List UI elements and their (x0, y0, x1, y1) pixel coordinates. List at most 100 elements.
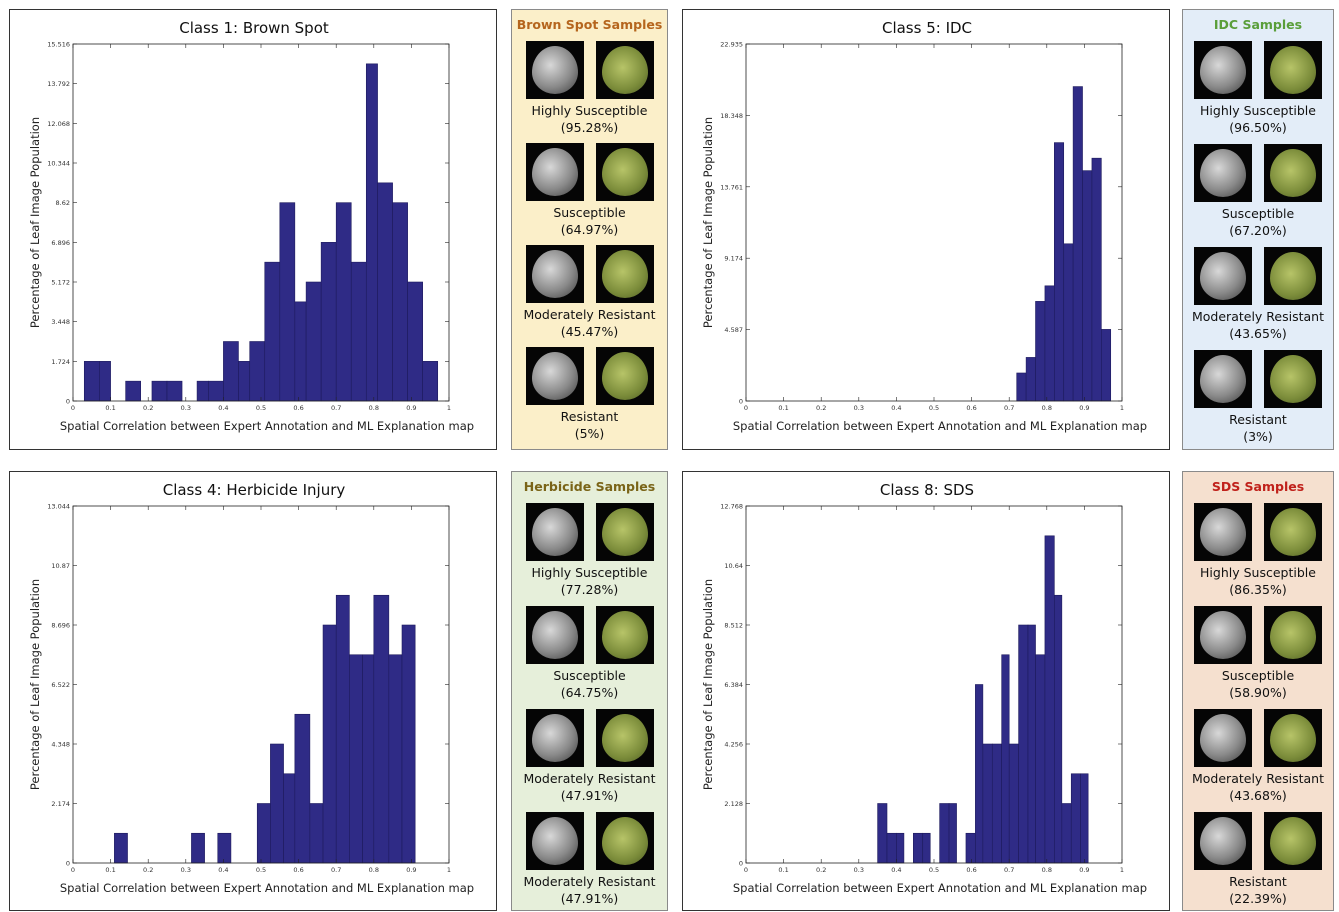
histogram-bar (1054, 595, 1062, 863)
leaf-image (596, 347, 654, 405)
histogram-bar (374, 595, 389, 863)
y-tick-label: 8.512 (724, 622, 743, 630)
histogram-bar (408, 282, 423, 401)
x-tick-label: 0 (744, 404, 748, 412)
sample-item: Moderately Resistant (45.47%) (512, 245, 667, 340)
histogram-bar (218, 833, 231, 863)
leaf-image (1264, 606, 1322, 664)
leaf-image (1264, 812, 1322, 870)
histogram-bar (284, 774, 295, 863)
y-tick-label: 5.172 (51, 279, 70, 287)
sample-thumbnails (1183, 503, 1333, 561)
sample-label: Resistant (22.39%) (1183, 873, 1333, 907)
x-tick-label: 0.3 (181, 866, 191, 874)
y-tick-label: 4.256 (724, 741, 743, 749)
x-tick-label: 0 (71, 866, 75, 874)
explanation-map-image (526, 606, 584, 664)
sample-percentage: (22.39%) (1183, 890, 1333, 907)
y-tick-label: 0 (66, 398, 70, 406)
sample-thumbnails (512, 709, 667, 767)
leaf-image (1264, 247, 1322, 305)
histogram-bar (336, 595, 349, 863)
x-tick-label: 0.6 (293, 404, 303, 412)
histogram-bar (99, 361, 110, 401)
sample-class: Resistant (1183, 411, 1333, 428)
sample-item: Resistant (5%) (512, 347, 667, 442)
y-tick-label: 3.448 (51, 318, 70, 326)
y-tick-label: 9.174 (724, 255, 743, 263)
explanation-map-image (1194, 812, 1252, 870)
sample-thumbnails (1183, 144, 1333, 202)
chart-title: Class 1: Brown Spot (179, 19, 329, 37)
y-tick-label: 13.792 (47, 80, 70, 88)
histogram-bar (265, 262, 280, 401)
sample-item: Susceptible (64.97%) (512, 143, 667, 238)
leaf-image (596, 143, 654, 201)
histogram-bar (1083, 171, 1092, 401)
sample-label: Moderately Resistant (45.47%) (512, 306, 667, 340)
leaf-image (596, 812, 654, 870)
x-tick-label: 0.8 (1042, 866, 1052, 874)
leaf-image (596, 503, 654, 561)
leaf-shape (602, 714, 648, 762)
leaf-shape (602, 46, 648, 94)
histogram-bar (351, 262, 366, 401)
x-tick-label: 0.1 (105, 404, 115, 412)
x-tick-label: 0.1 (778, 404, 788, 412)
x-tick-label: 0.5 (929, 866, 939, 874)
x-axis-label: Spatial Correlation between Expert Annot… (60, 419, 474, 433)
x-tick-label: 0.7 (1004, 404, 1014, 412)
histogram-bar (1073, 87, 1082, 401)
histogram-bar (1045, 536, 1054, 863)
chart-idc: Class 5: IDC 0 0.1 0.2 0.3 0.4 0.5 0.6 0.7 0.8 0.9… (682, 9, 1170, 450)
sample-percentage: (86.35%) (1183, 581, 1333, 598)
leaf-shape (1270, 508, 1316, 556)
histogram-bar (114, 833, 127, 863)
leaf-shape (532, 352, 578, 400)
sample-thumbnails (512, 503, 667, 561)
sample-thumbnails (512, 245, 667, 303)
explanation-map-image (1194, 709, 1252, 767)
sample-percentage: (95.28%) (512, 119, 667, 136)
sample-label: Susceptible (67.20%) (1183, 205, 1333, 239)
leaf-image (596, 709, 654, 767)
x-tick-label: 0.4 (891, 866, 901, 874)
y-tick-label: 4.587 (724, 326, 743, 334)
explanation-map-image (526, 709, 584, 767)
sample-percentage: (47.91%) (512, 890, 667, 907)
chart-herbicide-injury: Class 4: Herbicide Injury 0 0.1 0.2 0.3 0.4 0.… (9, 471, 497, 911)
sample-class: Moderately Resistant (512, 873, 667, 890)
sample-label: Susceptible (64.97%) (512, 204, 667, 238)
histogram-bar (896, 833, 904, 863)
y-tick-label: 12.768 (720, 503, 743, 511)
histogram-bar (363, 655, 374, 863)
sample-class: Susceptible (512, 204, 667, 221)
leaf-shape (602, 817, 648, 865)
leaf-shape (1200, 149, 1246, 197)
histogram-bar (887, 833, 896, 863)
leaf-shape (532, 508, 578, 556)
sample-percentage: (43.65%) (1183, 325, 1333, 342)
sample-label: Highly Susceptible (95.28%) (512, 102, 667, 136)
histogram-bar (323, 625, 336, 863)
leaf-shape (1270, 355, 1316, 403)
y-tick-label: 12.068 (47, 120, 70, 128)
x-tick-label: 0.3 (854, 866, 864, 874)
y-tick-label: 15.516 (47, 41, 70, 49)
x-tick-label: 0.8 (1042, 404, 1052, 412)
y-tick-label: 22.935 (720, 41, 743, 49)
leaf-shape (602, 611, 648, 659)
sample-item: Highly Susceptible (86.35%) (1183, 503, 1333, 598)
histogram-bar (949, 804, 957, 864)
leaf-shape (532, 148, 578, 196)
histogram-bar (1054, 143, 1063, 401)
explanation-map-image (1194, 247, 1252, 305)
x-tick-label: 0.3 (181, 404, 191, 412)
histogram-bar (349, 655, 362, 863)
sample-class: Moderately Resistant (1183, 770, 1333, 787)
explanation-map-image (526, 245, 584, 303)
x-tick-label: 1 (1120, 404, 1124, 412)
panel-title: SDS Samples (1183, 478, 1333, 496)
histogram-bar (1071, 774, 1080, 863)
sample-label: Moderately Resistant (43.65%) (1183, 308, 1333, 342)
